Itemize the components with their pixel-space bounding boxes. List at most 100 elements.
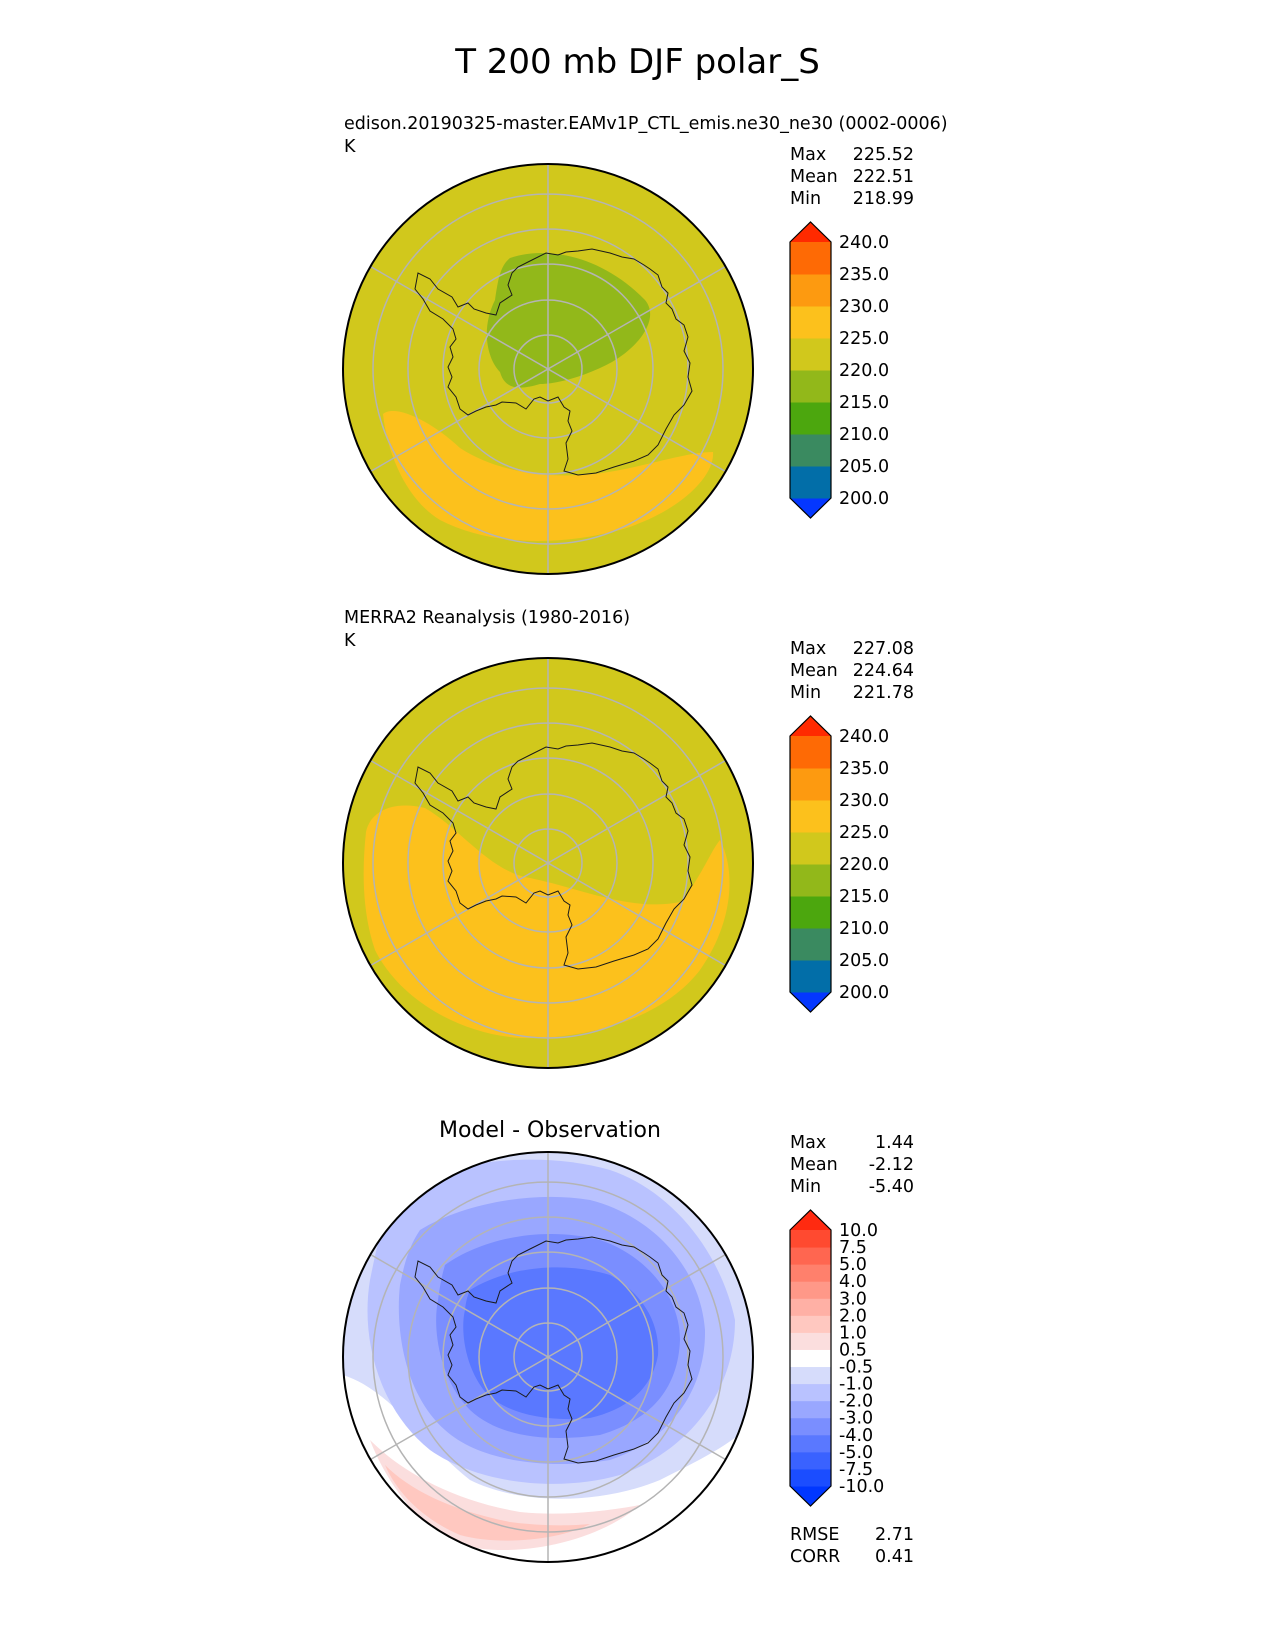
stat-label: Max (790, 145, 827, 165)
panel2-colorbar: 240.0 235.0 230.0 225.0 220.0 215.0 210.0 205.0… (789, 715, 889, 1013)
colorbar-segment (790, 768, 831, 801)
panel1-stats: Max 225.52 Mean 222.51 Min 218.99 (790, 144, 914, 210)
colorbar-segment (790, 736, 831, 769)
colorbar-segment (790, 242, 831, 275)
figure-title: T 200 mb DJF polar_S (455, 42, 820, 82)
colorbar-outline (789, 715, 832, 1013)
colorbar-tick-label: 0.5 (839, 1340, 867, 1360)
colorbar-segment (790, 274, 831, 307)
colorbar-tick-label: 215.0 (839, 393, 889, 413)
colorbar-tick-label: -1.0 (839, 1375, 873, 1395)
stat-value: -2.12 (868, 1155, 914, 1175)
stat-label: Mean (790, 661, 838, 681)
panel1-title: edison.20190325-master.EAMv1P_CTL_emis.n… (344, 114, 948, 134)
colorbar-extend-max (790, 222, 831, 242)
colorbar-tick-label: 215.0 (839, 887, 889, 907)
panel3-stats: Max 1.44 Mean -2.12 Min -5.40 (790, 1132, 914, 1198)
stat-label: Mean (790, 1155, 838, 1175)
colorbar-segment (790, 370, 831, 403)
panel3-map (342, 1151, 754, 1563)
colorbar-segment (790, 960, 831, 993)
colorbar-segment (790, 1349, 831, 1368)
stat-label: Min (790, 1177, 822, 1197)
colorbar-tick-label: -2.0 (839, 1392, 873, 1412)
colorbar-segment (790, 1315, 831, 1333)
colorbar-segment (790, 1366, 831, 1385)
colorbar-segment (790, 1468, 831, 1487)
colorbar-tick-label: -7.5 (839, 1460, 873, 1480)
colorbar-outline (789, 221, 832, 519)
colorbar-tick-label: 10.0 (839, 1221, 878, 1241)
colorbar-tick-label: 210.0 (839, 425, 889, 445)
colorbar-segment (790, 1281, 831, 1299)
colorbar-segment (790, 832, 831, 865)
colorbar-tick-label: 225.0 (839, 329, 889, 349)
metric-label: CORR (790, 1547, 841, 1567)
colorbar-segment (790, 1230, 831, 1248)
colorbar-segment (790, 896, 831, 929)
colorbar-tick-label: -5.0 (839, 1443, 873, 1463)
stat-label: Max (790, 639, 827, 659)
colorbar-tick-label: 220.0 (839, 855, 889, 875)
colorbar-tick-label: 235.0 (839, 759, 889, 779)
metric-value: 2.71 (875, 1525, 914, 1545)
colorbar-tick-label: -10.0 (839, 1477, 884, 1497)
colorbar-extend-min (790, 992, 831, 1012)
colorbar-tick-label: -0.5 (839, 1358, 873, 1378)
colorbar-extend-min (790, 498, 831, 518)
colorbar-tick-label: 220.0 (839, 361, 889, 381)
contour-positive-2 (385, 1465, 590, 1541)
colorbar-segment (790, 1264, 831, 1282)
stat-label: Min (790, 189, 822, 209)
colorbar-extend-max (790, 1210, 831, 1230)
colorbar-segment (790, 306, 831, 339)
colorbar-segment (790, 434, 831, 467)
panel2-stats: Max 227.08 Mean 224.64 Min 221.78 (790, 638, 914, 704)
contour-215-220 (486, 253, 651, 388)
panel3-colorbar: 10.07.55.04.03.02.01.00.5-0.5-1.0-2.0-3.… (789, 1209, 884, 1507)
stat-value: 222.51 (852, 167, 914, 187)
stat-value: 1.44 (875, 1133, 914, 1153)
colorbar-segment (790, 1332, 831, 1350)
stat-value: 225.52 (852, 145, 914, 165)
colorbar-tick-label: 225.0 (839, 823, 889, 843)
colorbar-segment (790, 1400, 831, 1419)
panel3-title: Model - Observation (439, 1118, 661, 1143)
colorbar-segment (790, 466, 831, 499)
map-boundary (342, 657, 754, 1069)
colorbar-tick-label: 240.0 (839, 727, 889, 747)
colorbar-segment (790, 800, 831, 833)
colorbar-extend-max (790, 716, 831, 736)
colorbar-tick-label: 1.0 (839, 1323, 867, 1343)
colorbar-tick-label: 3.0 (839, 1289, 867, 1309)
colorbar-tick-label: 240.0 (839, 233, 889, 253)
stat-value: 221.78 (852, 683, 914, 703)
panel1-map (342, 163, 754, 575)
map-boundary (342, 163, 754, 575)
colorbar-segment (790, 338, 831, 371)
contour-225-230 (363, 805, 730, 1039)
colorbar-segment (790, 1434, 831, 1453)
contour-minus-4 (463, 1267, 659, 1420)
stat-value: 218.99 (852, 189, 914, 209)
colorbar-tick-label: 200.0 (839, 983, 889, 1003)
colorbar-tick-label: 5.0 (839, 1255, 867, 1275)
colorbar-segment (790, 1298, 831, 1316)
stat-label: Max (790, 1133, 827, 1153)
colorbar-tick-label: -3.0 (839, 1409, 873, 1429)
stat-label: Mean (790, 167, 838, 187)
colorbar-tick-label: 230.0 (839, 791, 889, 811)
colorbar-segment (790, 864, 831, 897)
colorbar-tick-label: 7.5 (839, 1238, 867, 1258)
colorbar-tick-label: 230.0 (839, 297, 889, 317)
panel1-colorbar: 240.0 235.0 230.0 225.0 220.0 215.0 210.0 205.0… (789, 221, 889, 519)
stat-value: 224.64 (852, 661, 914, 681)
colorbar-tick-label: 205.0 (839, 457, 889, 477)
colorbar-extend-min (790, 1486, 831, 1506)
colorbar-segment (790, 1451, 831, 1470)
colorbar-tick-label: 235.0 (839, 265, 889, 285)
colorbar-tick-label: 2.0 (839, 1306, 867, 1326)
colorbar-segment (790, 928, 831, 961)
colorbar-segment (790, 1417, 831, 1436)
